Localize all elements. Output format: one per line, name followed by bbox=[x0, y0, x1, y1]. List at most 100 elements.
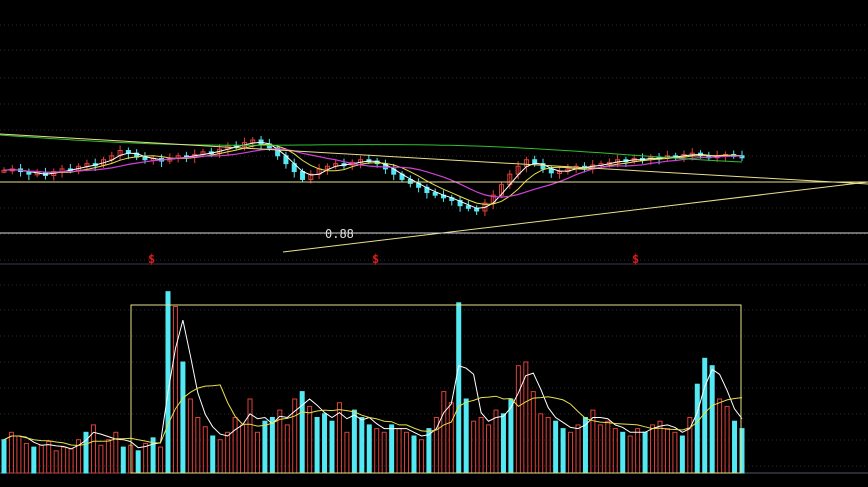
volume-bar bbox=[195, 417, 201, 474]
volume-bar bbox=[53, 450, 59, 474]
volume-bar bbox=[732, 420, 738, 474]
volume-bar bbox=[344, 431, 350, 474]
volume-bar bbox=[709, 365, 715, 474]
volume-bar bbox=[456, 302, 462, 474]
volume-bar bbox=[530, 391, 536, 474]
volume-bar bbox=[366, 424, 372, 474]
volume-bar bbox=[232, 417, 238, 474]
price-candle bbox=[300, 171, 306, 180]
price-candle bbox=[308, 173, 314, 180]
volume-bar bbox=[411, 435, 417, 474]
ma-long-line bbox=[3, 148, 743, 198]
volume-bar bbox=[210, 435, 216, 474]
volume-bar bbox=[83, 431, 89, 474]
volume-bar bbox=[717, 398, 723, 474]
volume-bar bbox=[404, 431, 410, 474]
volume-bar bbox=[508, 398, 514, 474]
volume-overlay bbox=[3, 304, 743, 474]
volume-panel[interactable] bbox=[1, 291, 745, 474]
volume-bar bbox=[441, 391, 447, 474]
price-candle bbox=[142, 156, 148, 161]
volume-bar bbox=[322, 413, 328, 474]
volume-bar bbox=[500, 413, 506, 474]
volume-bar bbox=[702, 357, 708, 474]
volume-bar bbox=[68, 448, 74, 474]
volume-bar bbox=[314, 417, 320, 474]
volume-bar bbox=[31, 446, 37, 474]
price-candle bbox=[457, 199, 463, 207]
volume-bar bbox=[560, 428, 566, 474]
selection-box bbox=[130, 304, 742, 474]
price-candle bbox=[432, 192, 438, 196]
volume-bar bbox=[98, 444, 104, 474]
volume-bar bbox=[8, 431, 14, 474]
volume-bar bbox=[463, 398, 469, 474]
price-candle bbox=[482, 202, 488, 212]
volume-bar bbox=[694, 383, 700, 474]
volume-bar bbox=[642, 431, 648, 474]
volume-bar bbox=[61, 446, 67, 474]
volume-bar bbox=[135, 450, 141, 474]
volume-ma-long bbox=[3, 384, 743, 447]
volume-bar bbox=[225, 431, 231, 474]
price-candle bbox=[1, 169, 7, 173]
volume-bar bbox=[329, 420, 335, 474]
volume-bar bbox=[120, 446, 126, 474]
volume-bar bbox=[269, 417, 275, 474]
support-trendline bbox=[282, 181, 868, 253]
ma-trend-line bbox=[0, 134, 743, 163]
volume-bar bbox=[381, 431, 387, 474]
volume-bar bbox=[202, 426, 208, 474]
volume-bar bbox=[247, 398, 253, 474]
resistance-trendline bbox=[0, 133, 868, 185]
volume-bar bbox=[657, 420, 663, 474]
price-candle bbox=[465, 205, 471, 209]
volume-bar bbox=[90, 424, 96, 474]
volume-bar bbox=[23, 442, 29, 474]
volume-bar bbox=[76, 439, 82, 474]
price-candle bbox=[515, 165, 521, 175]
volume-bar bbox=[605, 420, 611, 474]
volume-bar bbox=[679, 435, 685, 474]
volume-bar bbox=[113, 431, 119, 474]
low-price-annotation: 0.88 bbox=[325, 227, 354, 241]
volume-bar bbox=[568, 431, 574, 474]
volume-bar bbox=[389, 424, 395, 474]
price-candle bbox=[548, 168, 554, 174]
volume-bar bbox=[553, 420, 559, 474]
volume-bar bbox=[158, 446, 164, 474]
volume-bar bbox=[620, 431, 626, 474]
volume-bar bbox=[672, 431, 678, 474]
volume-bar bbox=[478, 417, 484, 474]
price-overlay bbox=[0, 133, 868, 253]
volume-bar bbox=[187, 398, 193, 474]
price-candle bbox=[499, 184, 505, 196]
ma-mid-line bbox=[3, 143, 743, 205]
volume-bar bbox=[448, 402, 454, 474]
volume-bar bbox=[254, 431, 260, 474]
volume-bar bbox=[1, 439, 7, 474]
price-candle bbox=[275, 147, 281, 157]
volume-ma-short bbox=[3, 319, 743, 450]
volume-bar bbox=[418, 439, 424, 474]
dividend-marker: $ bbox=[632, 252, 639, 266]
volume-bar bbox=[359, 417, 365, 474]
volume-bar bbox=[38, 444, 44, 474]
price-panel[interactable] bbox=[0, 134, 745, 216]
volume-bar bbox=[739, 428, 745, 474]
volume-bar bbox=[240, 424, 246, 474]
price-candle bbox=[324, 165, 330, 170]
dividend-marker: $ bbox=[372, 252, 379, 266]
volume-bar bbox=[105, 439, 111, 474]
volume-bar bbox=[16, 435, 22, 474]
grid-lines bbox=[0, 24, 868, 474]
volume-bar bbox=[351, 409, 357, 474]
volume-bar bbox=[515, 365, 521, 474]
volume-bar bbox=[471, 420, 477, 474]
volume-bar bbox=[143, 442, 149, 474]
volume-bar bbox=[627, 435, 633, 474]
dividend-marker: $ bbox=[148, 252, 155, 266]
ma-short-line bbox=[3, 141, 743, 209]
volume-bar bbox=[217, 439, 223, 474]
